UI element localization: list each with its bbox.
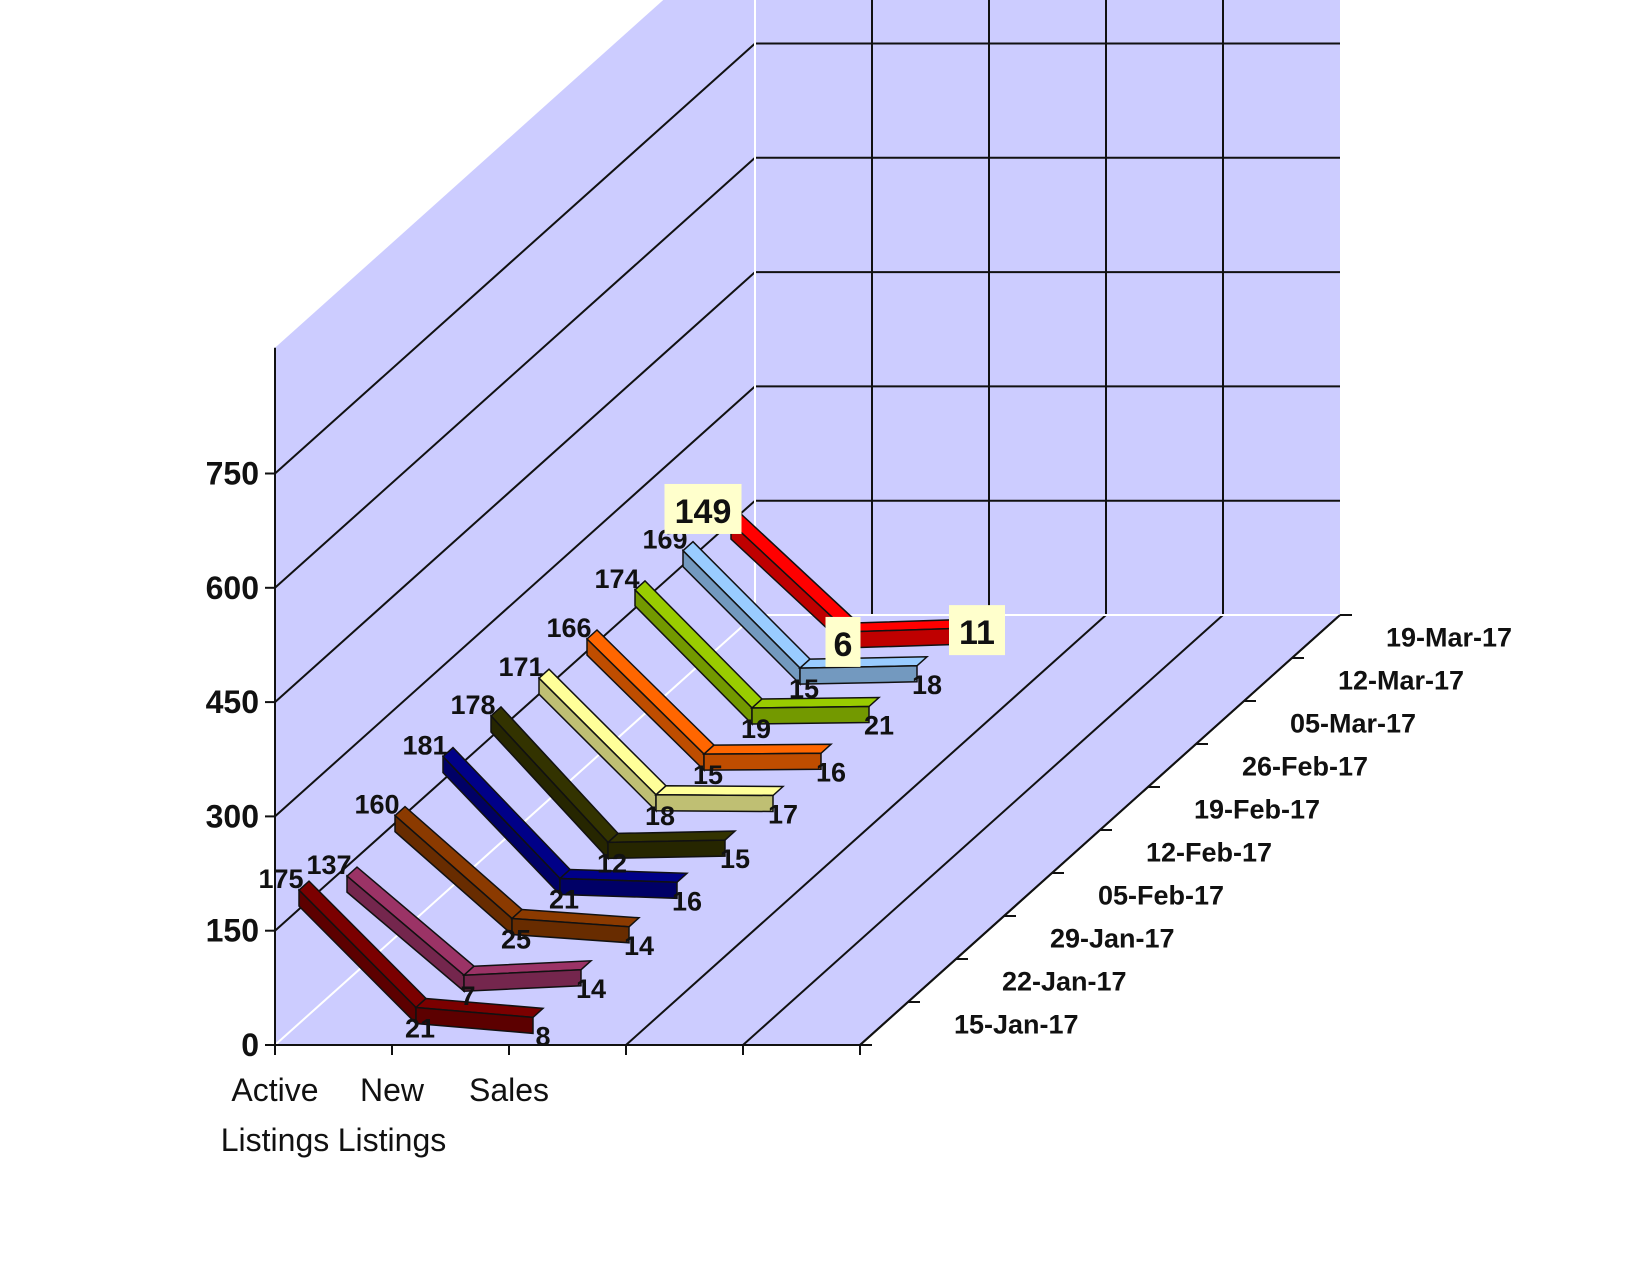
date-tick-label: 26-Feb-17 [1242, 752, 1368, 782]
chart-series-ribbons [297, 512, 978, 1035]
date-tick-label: 05-Mar-17 [1290, 709, 1416, 739]
side-wall [275, 0, 755, 1045]
ribbon-front-face [703, 752, 822, 771]
data-label: 21 [864, 710, 894, 740]
series-ribbon-05-Feb-17 [441, 746, 689, 900]
chart-axes [265, 347, 1352, 1055]
date-tick-label: 29-Jan-17 [1050, 924, 1175, 954]
date-tick-label: 22-Jan-17 [1002, 967, 1127, 997]
ribbon-front-face [463, 969, 582, 992]
data-label: 18 [645, 801, 675, 831]
series-ribbon-15-Jan-17 [297, 880, 545, 1035]
date-tick-label: 19-Feb-17 [1194, 795, 1320, 825]
ribbon-front-face [415, 1006, 534, 1035]
floor-gridline [625, 614, 1107, 1046]
date-tick-label: 12-Feb-17 [1146, 838, 1272, 868]
data-label: 8 [535, 1021, 550, 1051]
data-label: 149 [675, 493, 732, 531]
y-tick-label: 600 [206, 570, 259, 606]
category-label: Listings [338, 1122, 447, 1158]
ribbon-front-face [511, 917, 630, 944]
data-label: 11 [959, 614, 995, 652]
data-label: 174 [594, 564, 639, 594]
side-wall-gridline [274, 42, 756, 475]
category-label: Active [231, 1072, 318, 1108]
data-label: 21 [549, 884, 579, 914]
category-label: New [360, 1072, 425, 1108]
data-label: 16 [672, 886, 702, 916]
date-tick-label: 05-Feb-17 [1098, 881, 1224, 911]
data-label: 14 [624, 931, 654, 961]
data-label: 137 [306, 850, 351, 880]
data-label: 160 [354, 790, 399, 820]
data-label: 175 [258, 864, 303, 894]
y-tick-label: 300 [206, 798, 259, 834]
chart-walls [275, 0, 1340, 1045]
series-ribbon-19-Mar-17 [729, 512, 978, 650]
ribbon-front-face [847, 627, 966, 649]
series-ribbon-26-Feb-17 [585, 628, 833, 772]
side-wall-gridline [274, 271, 756, 703]
data-label-box [949, 605, 1005, 656]
side-wall-gridline [274, 499, 756, 932]
data-label: 7 [460, 981, 475, 1011]
series-ribbon-22-Jan-17 [345, 866, 594, 993]
data-label: 15 [789, 674, 819, 704]
data-label: 19 [741, 714, 771, 744]
chart-gridlines [274, 0, 1341, 1046]
data-label: 166 [546, 613, 591, 643]
data-label: 181 [402, 731, 447, 761]
date-tick-label: 15-Jan-17 [954, 1010, 1079, 1040]
series-ribbon-29-Jan-17 [393, 805, 641, 944]
data-label: 21 [405, 1013, 435, 1043]
category-label: Sales [469, 1072, 549, 1108]
ribbon-front-face [799, 665, 918, 685]
y-tick-label: 450 [206, 684, 259, 720]
data-label: 25 [501, 924, 531, 954]
chart-tick-labels: 0 150 300 450 600 750 Active Listings New Listing… [206, 456, 1512, 1159]
y-tick-label: 750 [206, 456, 259, 492]
series-ribbon-19-Feb-17 [537, 668, 785, 813]
y-tick-label: 150 [206, 913, 259, 949]
side-wall-gridline [274, 385, 756, 818]
data-label-box [825, 616, 861, 667]
chart-data-labels: 175 21 8 137 7 14 160 25 14 181 21 16 178 12 15 171 18 17… [258, 483, 1005, 1051]
date-tick-label: 12-Mar-17 [1338, 666, 1464, 696]
data-label: 16 [816, 757, 846, 787]
data-label: 14 [576, 974, 606, 1004]
ribbon-front-face [751, 705, 870, 725]
data-label-box [664, 483, 742, 534]
ribbon-front-face [655, 794, 774, 813]
data-label: 17 [768, 800, 798, 830]
floor [275, 615, 1340, 1045]
category-label: Listings [221, 1122, 330, 1158]
floor-gridline [742, 614, 1224, 1046]
date-tick-label: 19-Mar-17 [1386, 623, 1512, 653]
data-label: 178 [450, 690, 495, 720]
side-wall-gridline [274, 157, 756, 589]
y-tick-label: 0 [241, 1027, 259, 1063]
data-label: 15 [693, 760, 723, 790]
series-ribbon-12-Mar-17 [681, 540, 929, 686]
series-ribbon-12-Feb-17 [489, 705, 737, 861]
data-label: 171 [498, 652, 543, 682]
data-label: 12 [597, 848, 627, 878]
data-label: 6 [834, 626, 853, 664]
ribbon-front-face [607, 839, 726, 860]
data-label: 18 [912, 670, 942, 700]
series-ribbon-05-Mar-17 [633, 579, 881, 726]
data-label: 15 [720, 844, 750, 874]
ribbon-front-face [559, 877, 678, 900]
back-wall [755, 0, 1340, 615]
